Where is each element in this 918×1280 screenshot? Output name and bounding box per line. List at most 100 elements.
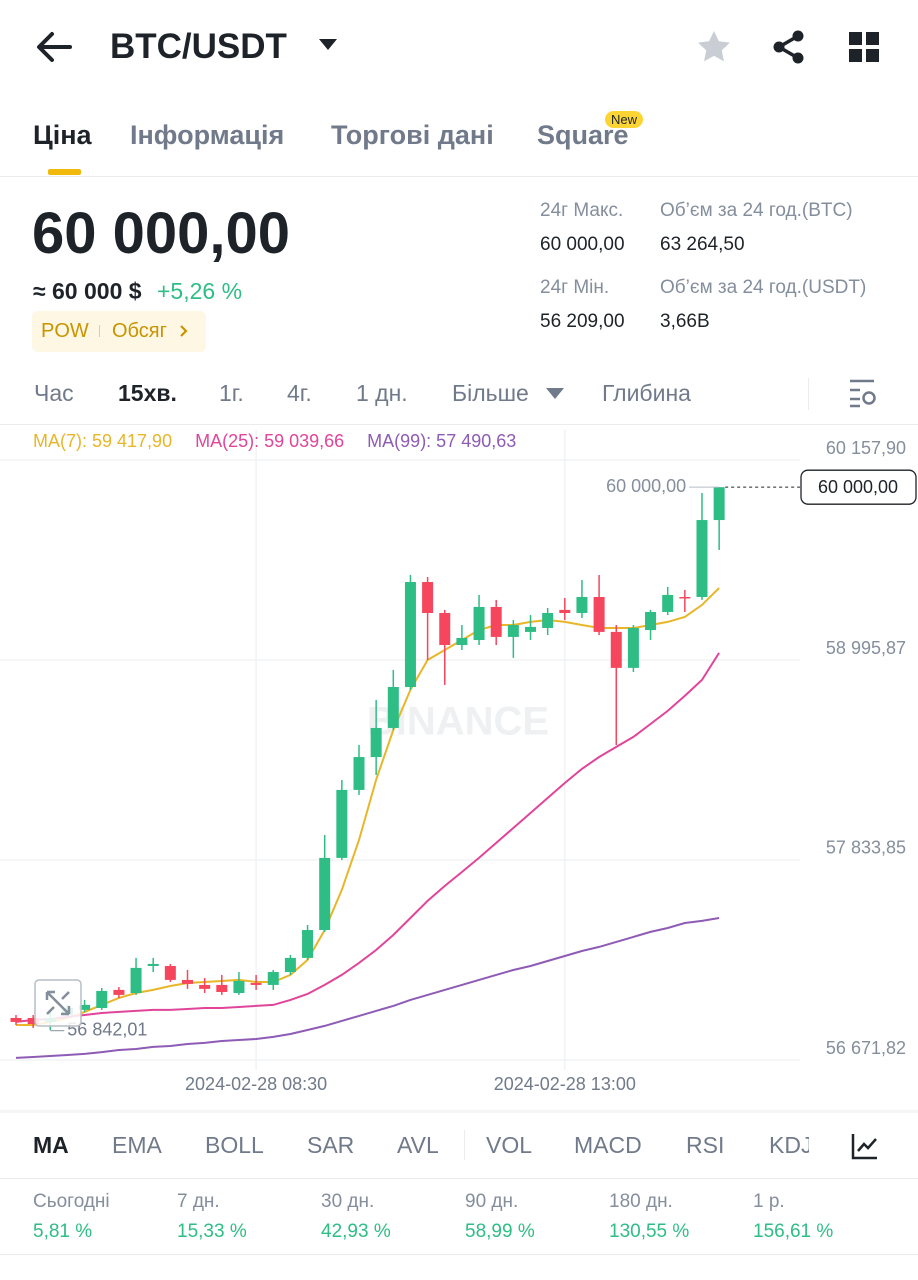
- candle-body: [130, 967, 142, 994]
- legend-entry: MA(99): 57 490,63: [367, 431, 516, 451]
- expand-button[interactable]: [34, 979, 82, 1027]
- interval[interactable]: Глибина: [602, 380, 691, 406]
- period-change: 15,33 %: [177, 1221, 247, 1242]
- tag[interactable]: Обсяг: [112, 320, 167, 342]
- more-dropdown[interactable]: [545, 387, 565, 400]
- tab[interactable]: Торгові дані: [331, 120, 494, 150]
- interval[interactable]: Більше: [452, 380, 529, 406]
- share-icon[interactable]: [772, 30, 806, 64]
- indicator[interactable]: EMA: [112, 1132, 162, 1158]
- fade: [808, 1125, 848, 1169]
- candle-body: [233, 980, 245, 994]
- indicator[interactable]: SAR: [307, 1132, 355, 1158]
- pair-dropdown[interactable]: [318, 38, 338, 52]
- favorite-icon[interactable]: [696, 29, 732, 65]
- stat-value: 56 209,00: [540, 311, 625, 332]
- divider: [0, 176, 918, 177]
- pair-title[interactable]: BTC/USDT: [110, 27, 287, 66]
- candle-body: [696, 520, 708, 597]
- tag-pill[interactable]: [32, 311, 206, 352]
- interval[interactable]: 15хв.: [118, 380, 177, 406]
- candle-body: [679, 596, 691, 599]
- x-tick-label: 2024-02-28 08:30: [185, 1074, 327, 1094]
- back-button[interactable]: [34, 30, 74, 64]
- indicator[interactable]: KDJ: [769, 1132, 809, 1158]
- last-price: 60 000,00: [32, 201, 291, 266]
- candle-body: [319, 857, 331, 931]
- interval[interactable]: 1г.: [219, 380, 244, 406]
- y-tick-label: 57 833,85: [826, 838, 906, 858]
- period-change: 156,61 %: [753, 1221, 834, 1242]
- ma-line: [15, 652, 720, 1023]
- period-label: 90 дн.: [465, 1191, 519, 1212]
- layout-icon[interactable]: [849, 32, 879, 62]
- low-marker-label: 56 842,01: [67, 1019, 147, 1039]
- candle-body: [182, 979, 193, 984]
- legend-entry: MA(7): 59 417,90: [33, 431, 172, 451]
- tab-indicator: [48, 169, 81, 175]
- candle-body: [525, 626, 536, 632]
- candle-body: [267, 972, 279, 985]
- candle-body: [79, 1004, 91, 1010]
- candle-body: [147, 963, 159, 966]
- interval[interactable]: 4г.: [287, 380, 312, 406]
- candle-body: [353, 757, 365, 790]
- candle-body: [456, 637, 468, 646]
- candle-body: [216, 984, 228, 992]
- tag: POW: [41, 320, 89, 342]
- candle-body: [473, 606, 485, 641]
- indicator[interactable]: RSI: [686, 1132, 725, 1158]
- y-tick-label: 60 157,90: [826, 438, 906, 458]
- indicator[interactable]: MA: [33, 1132, 69, 1158]
- approx-price: ≈ 60 000 $: [33, 278, 142, 304]
- new-badge: New: [605, 111, 644, 128]
- y-tick-label: 58 995,87: [826, 638, 906, 658]
- stat-value: 60 000,00: [540, 234, 625, 255]
- candle-body: [370, 727, 382, 758]
- ma-line: [15, 917, 720, 1059]
- candle-body: [576, 596, 588, 613]
- candle-body: [713, 487, 725, 521]
- indicator[interactable]: AVL: [397, 1132, 439, 1158]
- last-price-box: [800, 469, 917, 505]
- candle-body: [96, 990, 108, 1008]
- divider: [0, 1178, 918, 1179]
- period-label: 180 дн.: [609, 1191, 673, 1212]
- stat-value: 63 264,50: [660, 234, 745, 255]
- candle-body: [490, 606, 502, 637]
- stat-label: Об’єм за 24 год.(USDT): [660, 277, 867, 298]
- last-price-label: 60 000,00: [606, 476, 686, 496]
- candle-body: [507, 625, 519, 637]
- candle-body: [113, 989, 125, 995]
- candle-body: [302, 930, 314, 958]
- interval[interactable]: 1 дн.: [356, 380, 408, 406]
- indicator[interactable]: BOLL: [205, 1132, 264, 1158]
- tab[interactable]: Інформація: [130, 120, 285, 150]
- tag-separator: [99, 325, 100, 337]
- period-label: 1 р.: [753, 1191, 785, 1212]
- y-tick-label: 56 671,82: [826, 1038, 906, 1058]
- stat-label: Об’єм за 24 год.(BTC): [660, 200, 853, 221]
- indicator-settings-icon[interactable]: [851, 1132, 879, 1160]
- price-change: +5,26 %: [157, 278, 243, 304]
- candle-body: [284, 957, 296, 973]
- indicator[interactable]: VOL: [486, 1132, 533, 1158]
- candle-body: [199, 984, 211, 989]
- candle-body: [610, 631, 622, 668]
- interval[interactable]: Час: [34, 380, 74, 406]
- chart-settings-icon[interactable]: [848, 378, 878, 408]
- chevron: [180, 325, 188, 337]
- candle-body: [336, 789, 348, 858]
- indicator[interactable]: MACD: [574, 1132, 642, 1158]
- period-label: Сьогодні: [33, 1191, 110, 1212]
- period-label: 7 дн.: [177, 1191, 220, 1212]
- tab[interactable]: Ціна: [33, 120, 92, 150]
- x-tick-label: 2024-02-28 13:00: [494, 1074, 636, 1094]
- candle-body: [387, 686, 399, 728]
- stat-label: 24г Макс.: [540, 200, 624, 221]
- candle-body: [627, 627, 639, 668]
- candle-body: [164, 965, 176, 980]
- divider: [464, 1130, 465, 1160]
